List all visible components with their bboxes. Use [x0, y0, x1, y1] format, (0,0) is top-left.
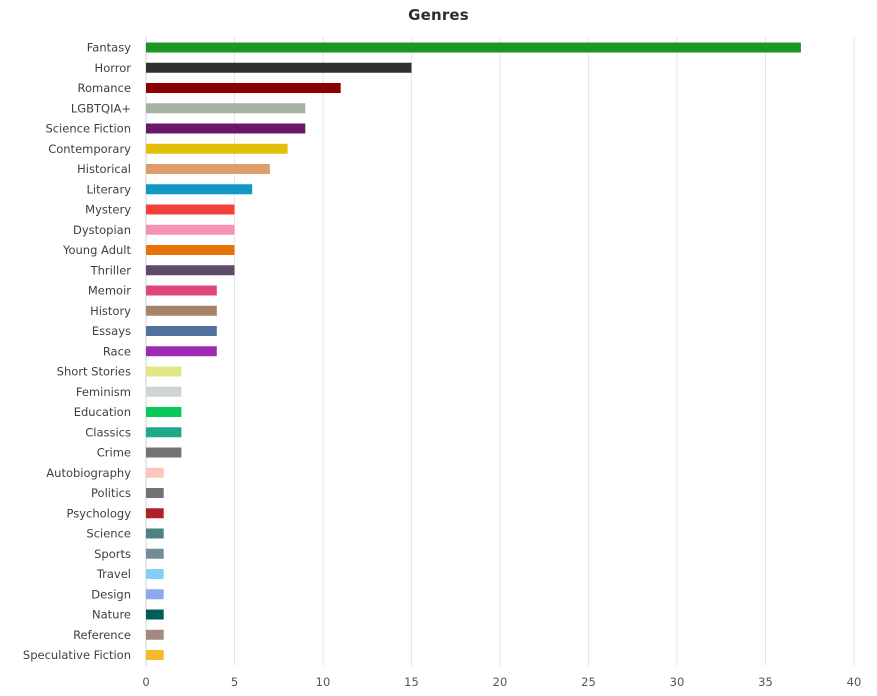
category-label: Reference: [73, 628, 131, 642]
bar-young-adult[interactable]: [146, 245, 235, 255]
category-label: Autobiography: [46, 466, 131, 480]
category-label: Memoir: [88, 284, 131, 298]
category-label: Young Adult: [62, 243, 132, 257]
category-label: Historical: [77, 162, 131, 176]
category-label: Dystopian: [73, 223, 131, 237]
bar-science[interactable]: [146, 528, 164, 539]
bar-essays[interactable]: [146, 326, 217, 336]
category-label: Horror: [95, 61, 132, 75]
category-label: Classics: [85, 425, 131, 439]
bar-sports[interactable]: [146, 548, 164, 559]
category-label: Science Fiction: [45, 122, 131, 136]
bar-education[interactable]: [146, 407, 182, 417]
category-label: Design: [91, 587, 131, 601]
category-label: Science: [86, 527, 131, 541]
category-label: Short Stories: [57, 365, 131, 379]
bar-psychology[interactable]: [146, 508, 164, 519]
category-label: Sports: [94, 547, 131, 561]
bar-short-stories[interactable]: [146, 366, 182, 377]
bar-horror[interactable]: [146, 62, 412, 73]
bar-classics[interactable]: [146, 427, 182, 438]
bar-politics[interactable]: [146, 488, 164, 498]
category-label: LGBTQIA+: [71, 101, 131, 115]
category-label: Crime: [97, 446, 131, 460]
chart-title: Genres: [408, 6, 469, 24]
bar-lgbtqia[interactable]: [146, 103, 306, 114]
x-tick-label: 15: [404, 675, 419, 689]
bar-historical[interactable]: [146, 164, 270, 174]
x-tick-label: 5: [231, 675, 238, 689]
x-tick-label: 25: [581, 675, 596, 689]
bar-thriller[interactable]: [146, 265, 235, 276]
x-tick-label: 30: [670, 675, 685, 689]
category-label: Politics: [91, 486, 131, 500]
category-label: Mystery: [85, 203, 131, 217]
x-tick-label: 20: [493, 675, 508, 689]
bar-fantasy[interactable]: [146, 42, 801, 53]
bar-race[interactable]: [146, 346, 217, 357]
bar-nature[interactable]: [146, 609, 164, 620]
category-label: Fantasy: [87, 41, 131, 55]
x-tick-label: 35: [758, 675, 773, 689]
category-label: Nature: [92, 608, 131, 622]
category-label: History: [90, 304, 131, 318]
category-label: Essays: [92, 324, 131, 338]
category-label: Literary: [87, 182, 132, 196]
category-label: Thriller: [90, 263, 132, 277]
bar-dystopian[interactable]: [146, 224, 235, 235]
x-tick-label: 40: [847, 675, 862, 689]
category-label: Feminism: [76, 385, 131, 399]
category-label: Travel: [96, 567, 131, 581]
bar-speculative-fiction[interactable]: [146, 650, 164, 660]
bar-feminism[interactable]: [146, 386, 182, 397]
bar-crime[interactable]: [146, 447, 182, 458]
bar-mystery[interactable]: [146, 204, 235, 215]
bar-reference[interactable]: [146, 629, 164, 640]
x-tick-label: 0: [142, 675, 149, 689]
bar-romance[interactable]: [146, 83, 341, 93]
bar-literary[interactable]: [146, 184, 253, 195]
category-label: Speculative Fiction: [23, 648, 131, 662]
category-label: Race: [103, 344, 131, 358]
bar-science-fiction[interactable]: [146, 123, 306, 134]
bar-contemporary[interactable]: [146, 143, 288, 154]
bar-memoir[interactable]: [146, 285, 217, 296]
bar-autobiography[interactable]: [146, 467, 164, 478]
bar-history[interactable]: [146, 305, 217, 316]
bar-design[interactable]: [146, 589, 164, 600]
category-label: Contemporary: [48, 142, 131, 156]
category-label: Education: [74, 405, 131, 419]
bar-travel[interactable]: [146, 569, 164, 579]
category-label: Psychology: [66, 506, 131, 520]
category-label: Romance: [78, 81, 131, 95]
x-tick-label: 10: [316, 675, 331, 689]
